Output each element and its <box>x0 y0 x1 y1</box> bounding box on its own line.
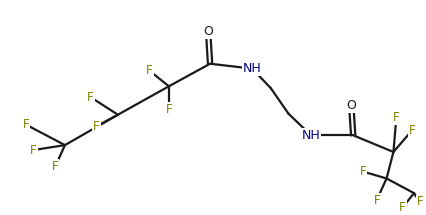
Text: O: O <box>203 25 213 38</box>
Text: F: F <box>373 194 379 207</box>
Text: NH: NH <box>301 129 320 142</box>
Text: F: F <box>416 195 422 209</box>
Text: F: F <box>359 165 366 178</box>
Text: F: F <box>23 118 29 131</box>
Text: F: F <box>146 64 152 77</box>
Text: F: F <box>165 103 172 116</box>
Text: NH: NH <box>242 62 261 75</box>
Text: F: F <box>52 160 58 173</box>
Text: F: F <box>398 201 405 214</box>
Text: F: F <box>87 91 94 104</box>
Text: O: O <box>345 99 355 112</box>
Text: F: F <box>392 111 399 124</box>
Text: F: F <box>408 124 414 137</box>
Text: F: F <box>93 120 99 133</box>
Text: F: F <box>30 144 37 157</box>
